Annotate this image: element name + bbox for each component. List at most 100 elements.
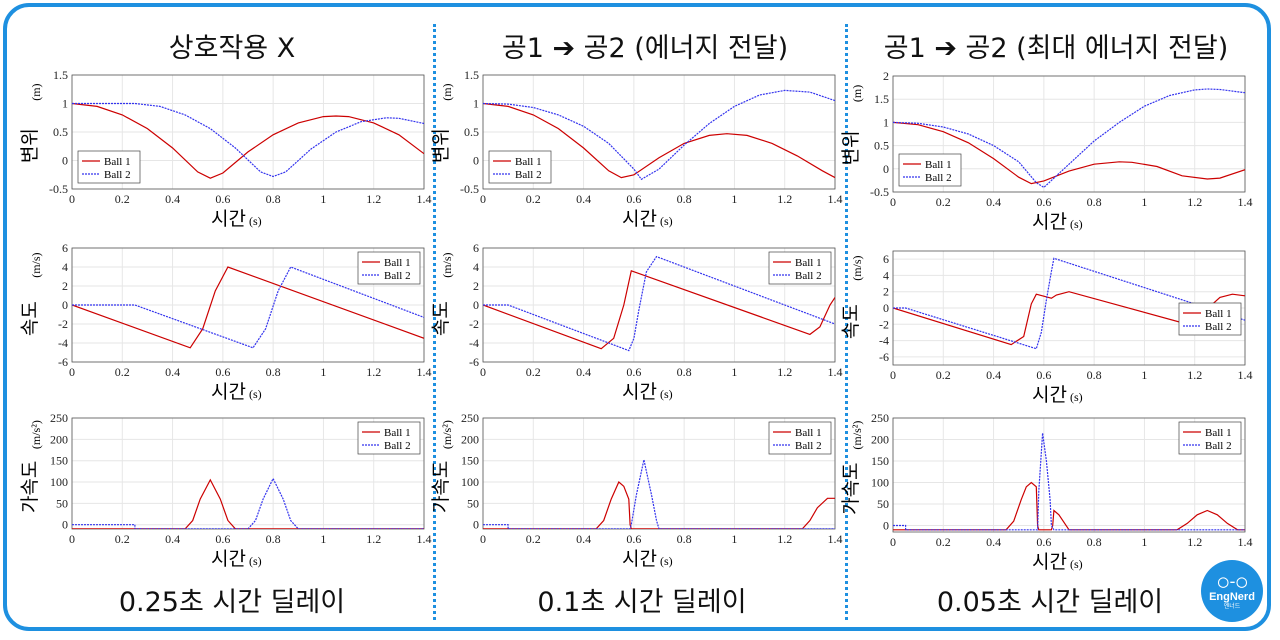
x-tick-label: 1.4 — [828, 365, 843, 379]
x-tick-label: 0.8 — [1087, 368, 1102, 382]
series-line-ball-2 — [483, 255, 835, 352]
x-tick-label: 1 — [1141, 195, 1147, 209]
x-tick-label: 0.2 — [115, 192, 130, 206]
x-tick-label: 1.2 — [777, 365, 792, 379]
plot-area — [892, 75, 1246, 193]
y-axis-unit: (m/s²) — [440, 420, 454, 449]
y-tick-label: 2 — [883, 69, 889, 83]
plot-area — [71, 74, 425, 190]
y-tick-label: 250 — [461, 411, 479, 425]
logo-brand-sub: 엔너드 — [1223, 603, 1241, 610]
x-tick-label: 0.2 — [115, 365, 130, 379]
x-axis-label: 시간 — [622, 381, 657, 403]
x-tick-label: 0.6 — [215, 365, 230, 379]
x-tick-label: 1.2 — [777, 192, 792, 206]
x-tick-label: 1.2 — [1187, 195, 1202, 209]
x-tick-label: 0.6 — [626, 365, 641, 379]
x-tick-label: 0.4 — [165, 365, 180, 379]
y-tick-label: 0 — [473, 518, 479, 532]
x-tick-label: 0.4 — [576, 365, 591, 379]
x-tick-label: 1.2 — [366, 365, 381, 379]
legend-box — [77, 150, 141, 184]
y-tick-label: -6 — [879, 350, 889, 364]
chart-4: 0 0.2 0.4 0.6 0.8 1 1.2 1.4-0.500.511.5시간 (s)변위(… — [430, 68, 843, 230]
y-axis-label: 변위 — [430, 128, 452, 163]
y-tick-label: 0 — [473, 154, 479, 168]
x-tick-label: 1.4 — [417, 532, 432, 546]
x-tick-label: 1 — [1141, 535, 1147, 549]
y-tick-label: 0.5 — [53, 125, 68, 139]
x-tick-label: 0 — [890, 195, 896, 209]
x-tick-label: 1 — [320, 192, 326, 206]
series-line-ball-1 — [483, 102, 835, 179]
y-tick-label: -2 — [469, 317, 479, 331]
series-line-ball-2 — [483, 89, 835, 181]
glasses-icon: ◯-◯ — [1218, 572, 1247, 592]
plot-area — [482, 74, 836, 190]
x-axis-label: 시간 — [622, 208, 657, 230]
x-axis-label: 시간 — [211, 208, 246, 230]
y-axis-label: 속도 — [19, 301, 41, 336]
legend-box — [1178, 421, 1242, 455]
y-tick-label: 100 — [50, 475, 68, 489]
x-tick-label: 0 — [69, 192, 75, 206]
x-axis-label: 시간 — [1032, 384, 1067, 406]
y-tick-label: 100 — [461, 475, 479, 489]
x-tick-label: 0.6 — [1036, 368, 1051, 382]
x-tick-label: 1.2 — [777, 532, 792, 546]
y-tick-label: 0 — [62, 298, 68, 312]
y-tick-label: 1.5 — [874, 92, 889, 106]
y-tick-label: -0.5 — [870, 185, 889, 199]
chart-1: 0 0.2 0.4 0.6 0.8 1 1.2 1.4-0.500.511.5시간 (s)변위(… — [19, 68, 432, 230]
column-footer-3: 0.05초 시간 딜레이 — [936, 587, 1164, 618]
y-axis-label: 변위 — [840, 130, 862, 165]
x-tick-label: 0.6 — [626, 532, 641, 546]
y-axis-unit: (m/s²) — [29, 420, 43, 449]
y-tick-label: 150 — [461, 454, 479, 468]
x-tick-label: 1.4 — [828, 532, 843, 546]
legend-label: Ball 1 — [1205, 308, 1232, 320]
x-axis-unit: (s) — [249, 387, 262, 401]
chart-9: 0 0.2 0.4 0.6 0.8 1 1.2 1.4 0 50 100 150 200 250 시간 (s)… — [840, 411, 1253, 573]
y-axis-unit: (m) — [29, 83, 43, 100]
y-axis-unit: (m/s²) — [850, 421, 864, 450]
y-tick-label: 0 — [62, 154, 68, 168]
x-axis-label: 시간 — [1032, 551, 1067, 573]
legend-label: Ball 1 — [104, 156, 131, 168]
legend-label: Ball 2 — [1205, 440, 1232, 452]
legend-box — [768, 421, 832, 455]
series-line-ball-1 — [72, 102, 424, 179]
series-line-ball-1 — [483, 481, 835, 529]
x-tick-label: 1.4 — [1238, 195, 1253, 209]
engnerd-logo: ◯-◯ EngNerd 엔너드 — [1201, 560, 1263, 622]
y-axis-unit: (m/s) — [440, 252, 454, 277]
x-tick-label: 0 — [480, 365, 486, 379]
x-tick-label: 1.2 — [366, 532, 381, 546]
y-axis-label: 변위 — [19, 128, 41, 163]
column-footer-2: 0.1초 시간 딜레이 — [537, 587, 747, 618]
y-tick-label: 6 — [883, 252, 889, 266]
chart-2: 0 0.2 0.4 0.6 0.8 1 1.2 1.4 -6 -4 -2 0 2 4 6 시간 (s) 속도 (m/… — [19, 241, 432, 403]
x-tick-label: 0.6 — [1036, 535, 1051, 549]
y-tick-label: -6 — [58, 355, 68, 369]
y-tick-label: 0.5 — [874, 139, 889, 153]
x-tick-label: 0.2 — [936, 535, 951, 549]
x-tick-label: 0 — [890, 535, 896, 549]
x-tick-label: 0.2 — [526, 532, 541, 546]
x-tick-label: 1.4 — [828, 192, 843, 206]
y-tick-label: 2 — [473, 279, 479, 293]
x-tick-label: 1 — [731, 192, 737, 206]
legend-box — [357, 421, 421, 455]
x-tick-label: 0.2 — [936, 368, 951, 382]
y-tick-label: 0 — [883, 519, 889, 533]
y-axis-unit: (m/s) — [850, 255, 864, 280]
y-axis-unit: (m) — [440, 83, 454, 100]
x-tick-label: 0.8 — [677, 192, 692, 206]
y-axis-label: 속도 — [430, 301, 452, 336]
